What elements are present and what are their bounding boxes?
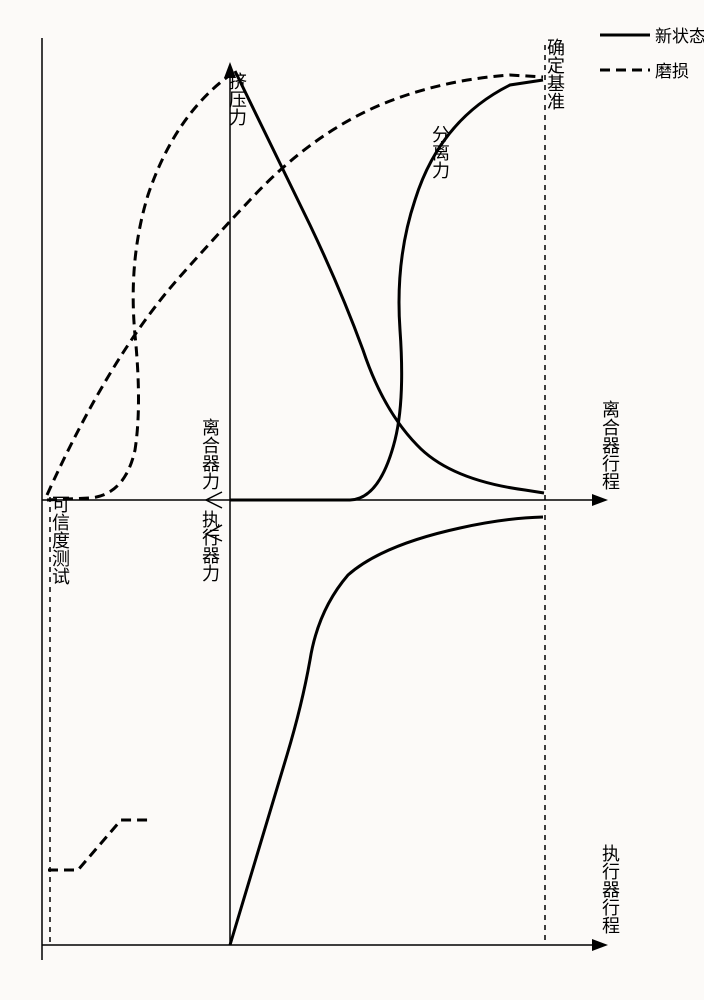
label-sep-force: 分离力 [430,125,450,179]
label-clutch-force-left: 离合器力 [200,418,220,490]
press-force-worn-curve [47,75,543,495]
upper-curves [47,71,544,500]
label-clutch-travel: 离合器行程 [600,400,620,490]
label-actuator-force: 执行器力 [200,510,220,582]
y-axis-group [224,62,236,945]
label-ref-left: 可信度测试 [50,495,70,585]
legend-worn-label: 磨损 [655,62,689,81]
press-force-new-curve [235,71,544,493]
label-actuator-travel: 执行器行程 [600,844,620,934]
legend-new-label: 新状态 [655,27,704,46]
lower-curves [48,517,543,945]
legend: 新状态 磨损 [600,27,704,81]
actuator-worn-small-curve [48,820,150,870]
label-press-force-y: 挤压力 [227,72,247,126]
separation-new-curve [230,80,543,500]
label-ref-right: 确定基准 [545,38,565,110]
actuator-new-curve [230,517,543,945]
lower-x-axis [42,939,608,951]
